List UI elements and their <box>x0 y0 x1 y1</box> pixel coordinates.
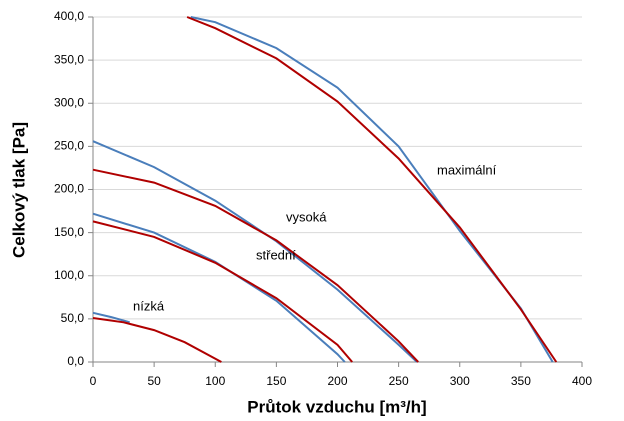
fan-curve <box>92 220 353 363</box>
y-tick-label: 50,0 <box>61 311 85 325</box>
curve-label: maximální <box>437 162 497 177</box>
x-tick-label: 300 <box>450 374 470 388</box>
x-tick-label: 100 <box>205 374 225 388</box>
y-tick-label: 300,0 <box>54 95 84 109</box>
curve-label: střední <box>256 247 296 262</box>
y-tick-label: 200,0 <box>54 182 84 196</box>
x-tick-label: 400 <box>572 374 592 388</box>
fan-curve <box>92 140 418 363</box>
curve-label: nízká <box>133 298 165 313</box>
x-tick-label: 350 <box>511 374 531 388</box>
x-tick-label: 200 <box>327 374 347 388</box>
curve-label: vysoká <box>286 209 327 224</box>
y-axis-title: Celkový tlak [Pa] <box>9 122 28 258</box>
fan-curve <box>92 168 419 363</box>
x-tick-label: 50 <box>147 374 161 388</box>
y-tick-label: 150,0 <box>54 225 84 239</box>
y-tick-label: 350,0 <box>54 52 84 66</box>
fan-curve <box>92 317 222 363</box>
fan-curve <box>186 16 558 363</box>
fan-curve <box>92 212 346 363</box>
x-axis-title: Průtok vzduchu [m³/h] <box>247 397 426 416</box>
y-tick-label: 100,0 <box>54 268 84 282</box>
y-tick-label: 400,0 <box>54 9 84 23</box>
fan-curve <box>92 311 130 324</box>
y-tick-label: 0,0 <box>67 354 84 368</box>
y-tick-label: 250,0 <box>54 139 84 153</box>
x-tick-label: 150 <box>266 374 286 388</box>
x-tick-label: 250 <box>389 374 409 388</box>
x-tick-label: 0 <box>90 374 97 388</box>
